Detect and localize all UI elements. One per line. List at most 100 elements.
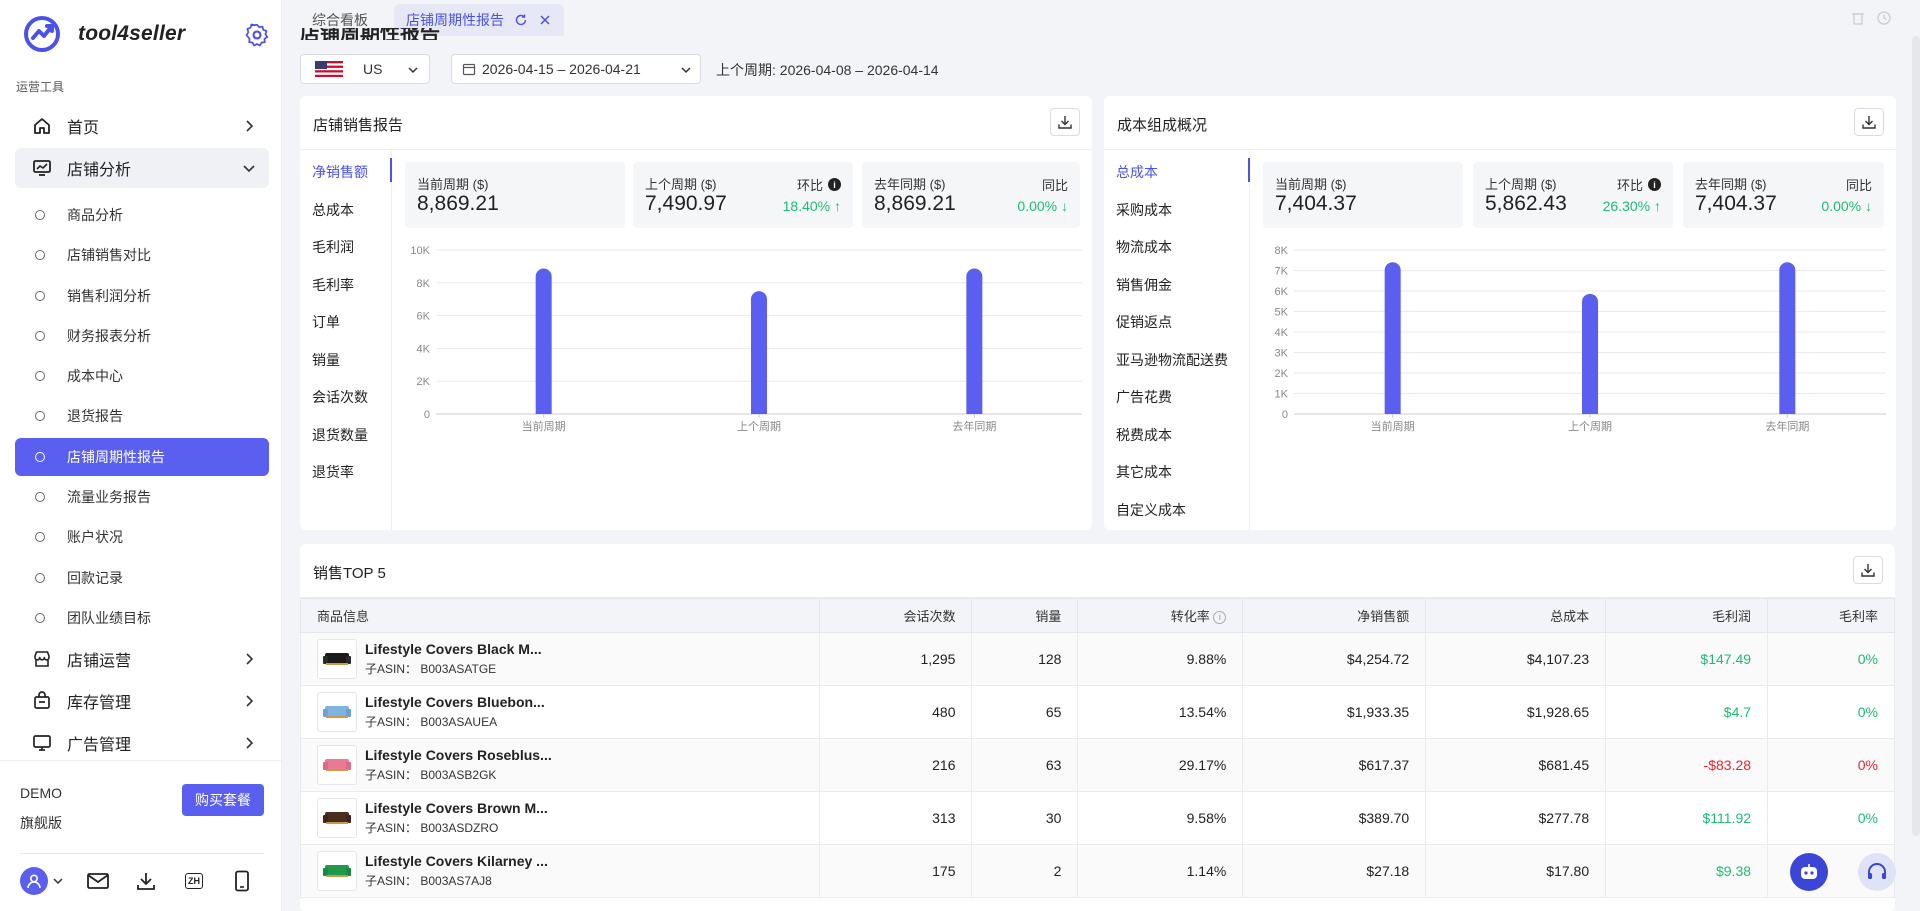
sidebar-item-label: 店铺分析 — [67, 162, 132, 179]
user-menu[interactable] — [20, 867, 64, 895]
bar — [1582, 293, 1598, 414]
marketplace-select[interactable]: US — [300, 54, 430, 84]
metric-purchase-cost[interactable]: 采购成本 — [1116, 202, 1172, 218]
buy-plan-button[interactable]: 购买套餐 — [182, 784, 264, 816]
metric-logistics-cost[interactable]: 物流成本 — [1116, 239, 1172, 255]
close-icon[interactable] — [538, 13, 552, 27]
metric-units[interactable]: 销量 — [312, 352, 340, 368]
metric-commission[interactable]: 销售佣金 — [1116, 277, 1172, 293]
cell-units: 65 — [971, 685, 1079, 739]
card-title: 成本组成概况 — [1117, 117, 1208, 134]
sub-item-team-goals[interactable]: 团队业绩目标 — [15, 599, 269, 637]
tab-periodic-report[interactable]: 店铺周期性报告 — [394, 4, 564, 36]
column-header[interactable]: 总成本 — [1425, 598, 1607, 633]
sofa-image-icon — [323, 706, 351, 718]
sidebar-item-store-operations[interactable]: 店铺运营 — [15, 639, 269, 679]
download-button[interactable] — [1853, 556, 1883, 584]
column-header[interactable]: 毛利润 — [1605, 598, 1769, 633]
trash-icon[interactable] — [1850, 10, 1866, 26]
column-header[interactable]: 毛利率 — [1767, 598, 1895, 633]
column-header[interactable]: 销量 — [971, 598, 1079, 633]
sidebar-item-ads[interactable]: 广告管理 — [15, 723, 269, 763]
product-thumbnail[interactable] — [317, 798, 357, 838]
column-header-conversion[interactable]: 转化率 i — [1077, 598, 1244, 633]
sub-item-account-status[interactable]: 账户状况 — [15, 518, 269, 556]
sub-item-store-sales-compare[interactable]: 店铺销售对比 — [15, 236, 269, 274]
vertical-scrollbar[interactable] — [1912, 36, 1920, 836]
sub-item-cost-center[interactable]: 成本中心 — [15, 357, 269, 395]
y-tick-label: 5K — [1275, 307, 1289, 319]
brand[interactable]: tool4seller — [22, 14, 185, 54]
download-icon[interactable] — [132, 867, 160, 895]
mail-icon[interactable] — [84, 867, 112, 895]
chevron-right-icon — [246, 695, 254, 707]
metric-other-cost[interactable]: 其它成本 — [1116, 464, 1172, 480]
settings-gear-icon[interactable] — [244, 22, 270, 48]
bullet-icon — [35, 572, 45, 583]
sidebar-item-inventory[interactable]: 库存管理 — [15, 681, 269, 721]
chatbot-button[interactable] — [1790, 853, 1828, 891]
metric-gross-profit[interactable]: 毛利润 — [312, 239, 354, 255]
y-tick-label: 1K — [1275, 389, 1289, 401]
product-name[interactable]: Lifestyle Covers Kilarney ... — [365, 853, 548, 869]
metric-ad-spend[interactable]: 广告花费 — [1116, 389, 1172, 405]
sub-item-periodic-report[interactable]: 店铺周期性报告 — [15, 437, 269, 476]
metric-orders[interactable]: 订单 — [312, 314, 340, 330]
metric-net-sales[interactable]: 净销售额 — [312, 164, 368, 180]
sidebar-item-store-analysis[interactable]: 店铺分析 — [15, 148, 269, 188]
marketplace-value: US — [363, 61, 383, 77]
table-row[interactable]: Lifestyle Covers Black M... 子ASIN： B003AS… — [300, 632, 1895, 686]
metric-promo-rebate[interactable]: 促销返点 — [1116, 314, 1172, 330]
table-row[interactable]: Lifestyle Covers Bluebon... 子ASIN： B003AS… — [300, 685, 1895, 739]
sub-item-sales-profit[interactable]: 销售利润分析 — [15, 277, 269, 315]
metric-return-qty[interactable]: 退货数量 — [312, 427, 368, 443]
metric-sessions[interactable]: 会话次数 — [312, 389, 368, 405]
product-name[interactable]: Lifestyle Covers Roseblus... — [365, 747, 552, 763]
table-row[interactable]: Lifestyle Covers Brown M... 子ASIN： B003AS… — [300, 791, 1895, 845]
info-icon[interactable]: i — [828, 178, 841, 191]
metric-fba-fee[interactable]: 亚马逊物流配送费 — [1116, 352, 1228, 368]
metric-total-cost[interactable]: 总成本 — [312, 202, 354, 218]
tab-dashboard[interactable]: 综合看板 — [300, 4, 380, 36]
product-name[interactable]: Lifestyle Covers Black M... — [365, 641, 542, 657]
calendar-icon — [462, 63, 476, 76]
date-range-picker[interactable]: 2026-04-15 – 2026-04-21 — [451, 54, 701, 84]
product-thumbnail[interactable] — [317, 851, 357, 891]
clock-icon[interactable] — [1876, 10, 1892, 26]
sub-item-product-analysis[interactable]: 商品分析 — [15, 196, 269, 234]
product-thumbnail[interactable] — [317, 639, 357, 679]
support-button[interactable] — [1858, 853, 1896, 891]
card-title: 销售TOP 5 — [313, 565, 386, 582]
sub-item-financial-report[interactable]: 财务报表分析 — [15, 317, 269, 355]
sub-item-returns-report[interactable]: 退货报告 — [15, 397, 269, 435]
product-name[interactable]: Lifestyle Covers Brown M... — [365, 800, 548, 816]
column-header[interactable]: 商品信息 — [300, 598, 820, 633]
metric-tax-cost[interactable]: 税费成本 — [1116, 427, 1172, 443]
metric-return-rate[interactable]: 退货率 — [312, 464, 354, 480]
table-row[interactable]: Lifestyle Covers Roseblus... 子ASIN： B003A… — [300, 738, 1895, 792]
metric-gross-margin[interactable]: 毛利率 — [312, 277, 354, 293]
sofa-image-icon — [323, 865, 351, 877]
bar — [1779, 262, 1796, 414]
product-thumbnail[interactable] — [317, 745, 357, 785]
product-thumbnail[interactable] — [317, 692, 357, 732]
sidebar-item-home[interactable]: 首页 — [15, 106, 269, 146]
column-header[interactable]: 会话次数 — [818, 598, 973, 633]
info-icon[interactable]: i — [1213, 611, 1227, 625]
cell-net-sales: $27.18 — [1242, 844, 1427, 898]
cell-gross-profit: $9.38 — [1605, 844, 1769, 898]
mobile-icon[interactable] — [228, 867, 256, 895]
metric-custom-cost[interactable]: 自定义成本 — [1116, 502, 1186, 518]
sub-item-traffic-report[interactable]: 流量业务报告 — [15, 478, 269, 516]
metric-total-cost[interactable]: 总成本 — [1116, 164, 1158, 180]
download-button[interactable] — [1050, 108, 1080, 136]
table-row[interactable]: Lifestyle Covers Kilarney ... 子ASIN： B003… — [300, 844, 1895, 898]
download-button[interactable] — [1854, 108, 1884, 136]
store-icon — [31, 648, 53, 670]
refresh-icon[interactable] — [514, 13, 528, 27]
sub-item-payment-records[interactable]: 回款记录 — [15, 559, 269, 597]
language-switch[interactable]: ZH — [180, 867, 208, 895]
product-name[interactable]: Lifestyle Covers Bluebon... — [365, 694, 545, 710]
info-icon[interactable]: i — [1648, 178, 1661, 191]
column-header[interactable]: 净销售额 — [1242, 598, 1427, 633]
